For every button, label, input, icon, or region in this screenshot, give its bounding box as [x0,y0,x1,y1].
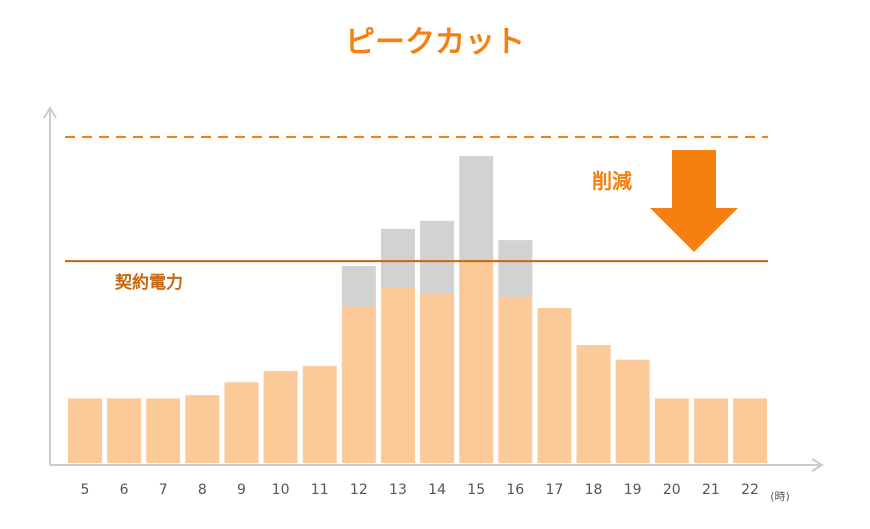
bar-17 [537,307,572,463]
bar-15 [459,261,494,463]
x-tick-13: 13 [389,482,407,498]
x-tick-9: 9 [237,482,246,498]
bar-21 [693,398,728,463]
x-tick-labels: 5 6 7 8 9 10 11 12 13 14 15 16 17 18 19 20 21 22 [81,482,759,498]
x-tick-22: 22 [741,482,759,498]
bar-7 [146,398,181,463]
x-tick-21: 21 [702,482,720,498]
x-tick-17: 17 [546,482,564,498]
bar-19 [615,359,650,463]
bar-excess-13 [380,228,415,287]
x-tick-20: 20 [663,482,681,498]
contract-power-label: 契約電力 [114,272,183,293]
chart-title: ピークカット [345,25,525,60]
bar-6 [107,398,142,463]
x-tick-7: 7 [159,482,168,498]
bar-excess-12 [341,265,376,307]
x-tick-18: 18 [585,482,603,498]
down-arrow-icon [650,150,738,252]
reduction-label: 削減 [592,169,632,193]
x-tick-12: 12 [350,482,368,498]
bar-11 [302,366,337,463]
bar-20 [654,398,689,463]
x-tick-19: 19 [624,482,642,498]
bar-9 [224,382,259,463]
x-unit-label: (時) [770,490,790,503]
bar-8 [185,395,220,463]
x-tick-11: 11 [311,482,329,498]
x-tick-8: 8 [198,482,207,498]
bar-22 [733,398,768,463]
bar-excess-14 [420,220,455,294]
bar-excess-16 [498,240,533,297]
bar-13 [380,286,415,463]
bars-layer [68,156,768,463]
bar-12 [341,306,376,463]
bar-18 [576,345,611,463]
x-tick-10: 10 [272,482,290,498]
x-tick-6: 6 [120,482,129,498]
x-tick-5: 5 [81,482,90,498]
x-axis-arrow-icon [811,458,824,472]
bar-excess-15 [459,156,494,262]
bar-16 [498,296,533,463]
y-axis-arrow-icon [43,106,57,119]
bar-14 [420,293,455,463]
bar-10 [263,370,298,463]
x-tick-14: 14 [428,482,446,498]
bar-5 [68,398,102,463]
x-tick-15: 15 [467,482,485,498]
x-tick-16: 16 [506,482,524,498]
